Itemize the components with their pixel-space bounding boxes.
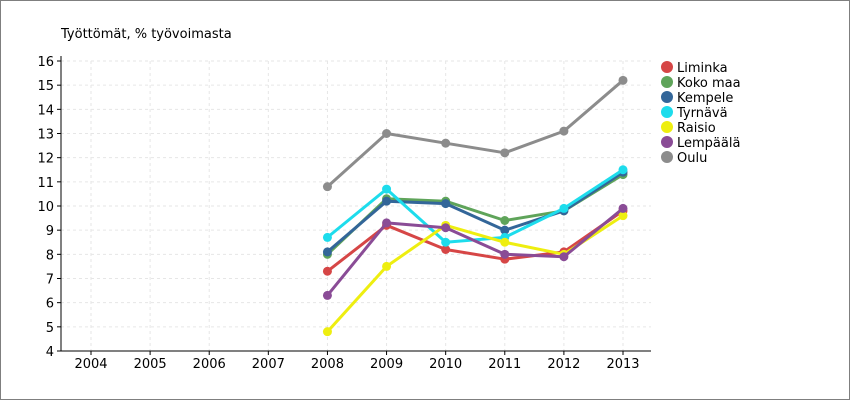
data-point bbox=[500, 225, 510, 235]
legend-marker bbox=[661, 106, 673, 118]
series-lempäälä bbox=[322, 203, 628, 300]
legend-label: Raisio bbox=[677, 121, 716, 136]
legend-item: Kempele bbox=[661, 91, 733, 106]
x-tick-label: 2005 bbox=[134, 357, 167, 372]
legend-item: Tyrnävä bbox=[661, 106, 728, 121]
legend-label: Tyrnävä bbox=[676, 106, 728, 121]
legend-label: Liminka bbox=[677, 61, 728, 76]
legend-marker bbox=[661, 136, 673, 148]
series-line bbox=[326, 207, 624, 297]
x-tick-label: 2007 bbox=[252, 357, 285, 372]
y-tick-label: 15 bbox=[37, 79, 54, 94]
data-point bbox=[441, 223, 451, 233]
data-point bbox=[382, 184, 392, 194]
y-tick-label: 6 bbox=[46, 297, 54, 312]
x-tick-label: 2008 bbox=[311, 357, 344, 372]
x-tick-label: 2004 bbox=[74, 357, 107, 372]
x-tick-label: 2006 bbox=[193, 357, 226, 372]
data-point bbox=[382, 218, 392, 228]
y-tick-label: 9 bbox=[46, 224, 54, 239]
legend-item: Lempäälä bbox=[661, 136, 740, 151]
legend-label: Kempele bbox=[677, 91, 733, 106]
data-point bbox=[559, 252, 569, 262]
x-tick-label: 2013 bbox=[606, 357, 639, 372]
legend-marker bbox=[661, 61, 673, 73]
x-tick-label: 2009 bbox=[370, 357, 403, 372]
series-line bbox=[326, 170, 624, 254]
legend-marker bbox=[661, 91, 673, 103]
y-tick-label: 11 bbox=[37, 176, 54, 191]
data-point bbox=[322, 290, 332, 300]
series-line bbox=[326, 79, 624, 188]
data-point bbox=[382, 129, 392, 138]
data-point bbox=[618, 165, 628, 175]
data-point bbox=[618, 75, 628, 85]
data-point bbox=[500, 148, 510, 158]
data-point bbox=[322, 266, 332, 276]
data-point bbox=[322, 247, 332, 257]
series-line bbox=[326, 214, 624, 333]
data-point bbox=[500, 249, 510, 259]
data-point bbox=[322, 182, 332, 192]
chart-title: Työttömät, % työvoimasta bbox=[60, 27, 232, 42]
data-point bbox=[441, 138, 451, 148]
data-point bbox=[382, 196, 392, 206]
legend-label: Oulu bbox=[677, 151, 707, 166]
data-point bbox=[500, 216, 510, 225]
legend-item: Liminka bbox=[661, 61, 728, 76]
x-tick-label: 2010 bbox=[429, 357, 462, 372]
data-point bbox=[322, 327, 332, 337]
series-lines bbox=[322, 75, 628, 337]
x-tick-label: 2011 bbox=[488, 357, 521, 372]
y-tick-label: 13 bbox=[37, 128, 54, 143]
data-point bbox=[322, 232, 332, 242]
data-point bbox=[559, 203, 569, 213]
legend-marker bbox=[661, 121, 673, 133]
data-point bbox=[441, 199, 451, 209]
data-point bbox=[500, 237, 510, 247]
y-tick-label: 14 bbox=[37, 103, 54, 118]
legend-marker bbox=[661, 151, 673, 163]
y-tick-label: 12 bbox=[37, 152, 54, 167]
y-tick-label: 8 bbox=[46, 248, 54, 263]
y-tick-label: 7 bbox=[46, 273, 54, 288]
legend-item: Koko maa bbox=[661, 76, 741, 91]
data-point bbox=[618, 211, 628, 221]
data-point bbox=[559, 126, 569, 136]
data-point bbox=[618, 203, 628, 213]
y-tick-label: 16 bbox=[37, 55, 54, 70]
series-oulu bbox=[322, 75, 628, 192]
x-tick-label: 2012 bbox=[547, 357, 580, 372]
legend-label: Lempäälä bbox=[677, 136, 740, 151]
legend-item: Raisio bbox=[661, 121, 716, 136]
legend-item: Oulu bbox=[661, 151, 707, 166]
axes: 4 5 6 7 8 9 10 11 12 13 14 15 16 2004 2005 2006 2007 2008… bbox=[37, 55, 651, 372]
data-point bbox=[382, 261, 392, 271]
data-point bbox=[441, 237, 451, 247]
legend-label: Koko maa bbox=[677, 76, 741, 91]
y-tick-label: 5 bbox=[46, 321, 54, 336]
y-tick-label: 10 bbox=[37, 200, 54, 215]
y-tick-label: 4 bbox=[46, 345, 54, 360]
legend-marker bbox=[661, 76, 673, 88]
data-point bbox=[441, 245, 451, 254]
